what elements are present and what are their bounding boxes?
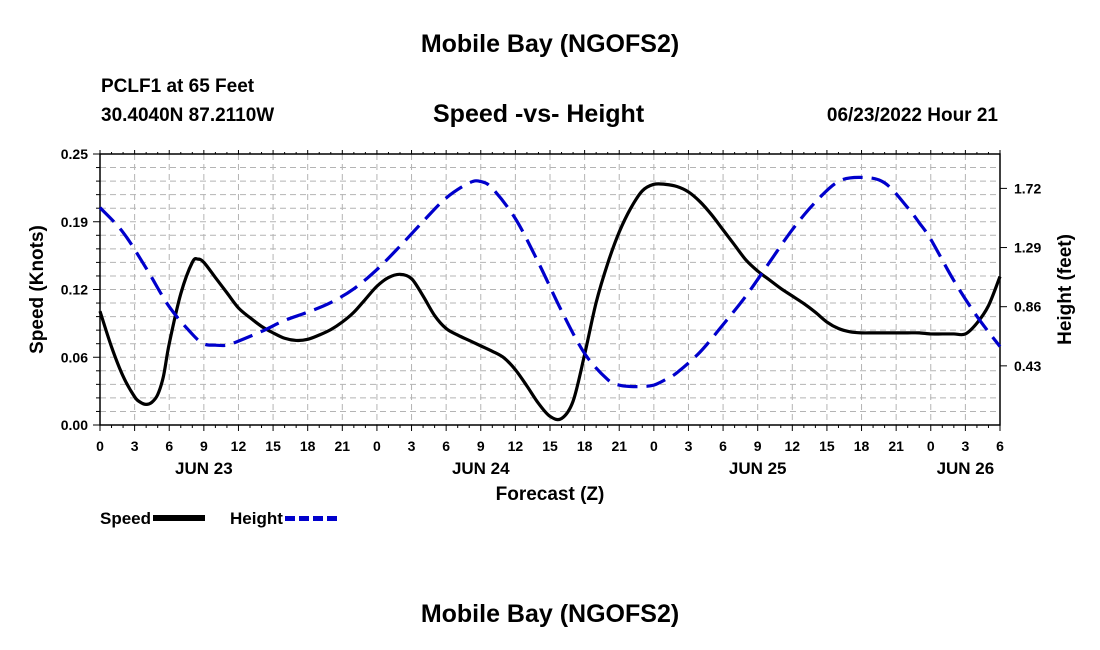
x-tick-label: 18 [577,438,593,454]
x-tick-label: 18 [854,438,870,454]
x-tick-label: 3 [961,438,969,454]
legend-height-label: Height [230,509,283,528]
x-tick-label: 3 [408,438,416,454]
series-line-speed [98,182,1002,422]
page-title: Mobile Bay (NGOFS2) [420,30,680,58]
x-tick-label: 9 [477,438,485,454]
y-left-tick-label: 0.25 [61,146,88,162]
x-tick-label: 3 [685,438,693,454]
chart-title: Speed -vs- Height [433,100,645,128]
y-right-tick-label: 0.43 [1014,358,1041,374]
x-date-label: JUN 25 [729,459,787,478]
y-left-tick-label: 0.06 [61,349,88,365]
legend-height-swatch [284,515,337,521]
x-date-label: JUN 24 [452,459,510,478]
footer-title: Mobile Bay (NGOFS2) [420,600,680,628]
x-tick-label: 15 [819,438,835,454]
forecast-timestamp: 06/23/2022 Hour 21 [826,105,998,126]
x-tick-label: 12 [231,438,247,454]
x-tick-label: 12 [785,438,801,454]
x-tick-label: 0 [373,438,381,454]
x-tick-label: 6 [442,438,450,454]
x-axis-title: Forecast (Z) [496,484,605,505]
x-tick-label: 0 [927,438,935,454]
legend-speed-label: Speed [100,509,152,528]
y-left-tick-label: 0.00 [61,417,88,433]
x-tick-label: 6 [996,438,1004,454]
x-tick-label: 15 [542,438,558,454]
legend-speed: Speed [100,509,206,529]
y-left-axis-title: Speed (Knots) [27,225,48,354]
station-label: PCLF1 at 65 Feet [101,76,255,97]
legend-speed-swatch [153,515,206,522]
y-left-tick-label: 0.12 [61,282,88,298]
x-tick-label: 3 [131,438,139,454]
x-tick-label: 21 [611,438,627,454]
x-tick-label: 9 [754,438,762,454]
x-tick-label: 6 [165,438,173,454]
y-right-tick-label: 1.72 [1014,180,1041,196]
y-right-tick-label: 1.29 [1014,240,1041,256]
x-tick-label: 9 [200,438,208,454]
x-tick-label: 21 [335,438,351,454]
x-tick-label: 0 [96,438,104,454]
speed-height-chart: 0.00 0.06 0.12 0.19 0.25 0.43 0.86 1.29 1.72 0 3 6 9… [27,146,1076,505]
x-tick-label: 21 [888,438,904,454]
x-tick-label: 6 [719,438,727,454]
x-tick-label: 18 [300,438,316,454]
x-tick-label: 0 [650,438,658,454]
y-left-tick-label: 0.19 [61,214,88,230]
x-tick-label: 12 [508,438,524,454]
x-date-label: JUN 26 [937,459,995,478]
station-coordinates: 30.4040N 87.2110W [101,105,275,126]
x-date-label: JUN 23 [175,459,233,478]
y-right-axis-title: Height (feet) [1055,234,1076,345]
legend-height: Height [230,509,337,529]
series-line-height [98,175,1002,389]
y-right-tick-label: 0.86 [1014,299,1041,315]
x-tick-label: 15 [265,438,281,454]
